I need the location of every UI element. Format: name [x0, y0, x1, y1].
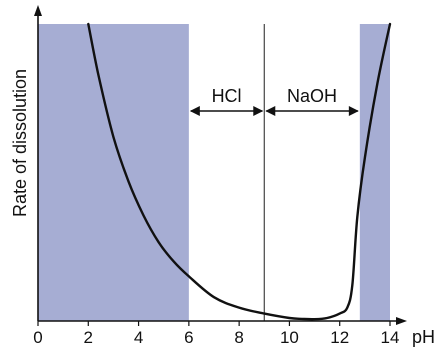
x-tick-label-2: 2 — [84, 328, 93, 347]
x-tick-label-0: 0 — [33, 328, 42, 347]
y-axis-title: Rate of dissolution — [10, 69, 30, 217]
naoh-arrowhead-right — [348, 106, 359, 116]
x-axis-arrowhead — [396, 317, 407, 325]
shaded-region-1 — [38, 24, 189, 321]
hcl-arrowhead-right — [253, 106, 264, 116]
shaded-region-2 — [359, 24, 390, 321]
x-axis-title: pH — [412, 327, 435, 347]
shaded-regions — [38, 24, 390, 321]
x-tick-label-8: 8 — [234, 328, 243, 347]
range-annotations: HCl NaOH — [189, 86, 359, 116]
y-axis-arrowhead — [34, 5, 42, 16]
naoh-arrowhead-left — [265, 106, 276, 116]
axes — [34, 5, 407, 326]
x-tick-label-14: 14 — [381, 328, 400, 347]
x-tick-label-4: 4 — [134, 328, 143, 347]
x-tick-label-10: 10 — [280, 328, 299, 347]
naoh-label: NaOH — [287, 86, 337, 106]
x-tick-labels: 0 2 4 6 8 10 12 14 — [33, 328, 399, 347]
hcl-label: HCl — [212, 86, 242, 106]
x-tick-label-6: 6 — [184, 328, 193, 347]
dissolution-curve — [87, 22, 392, 321]
hcl-arrowhead-left — [189, 106, 200, 116]
x-tick-label-12: 12 — [330, 328, 349, 347]
